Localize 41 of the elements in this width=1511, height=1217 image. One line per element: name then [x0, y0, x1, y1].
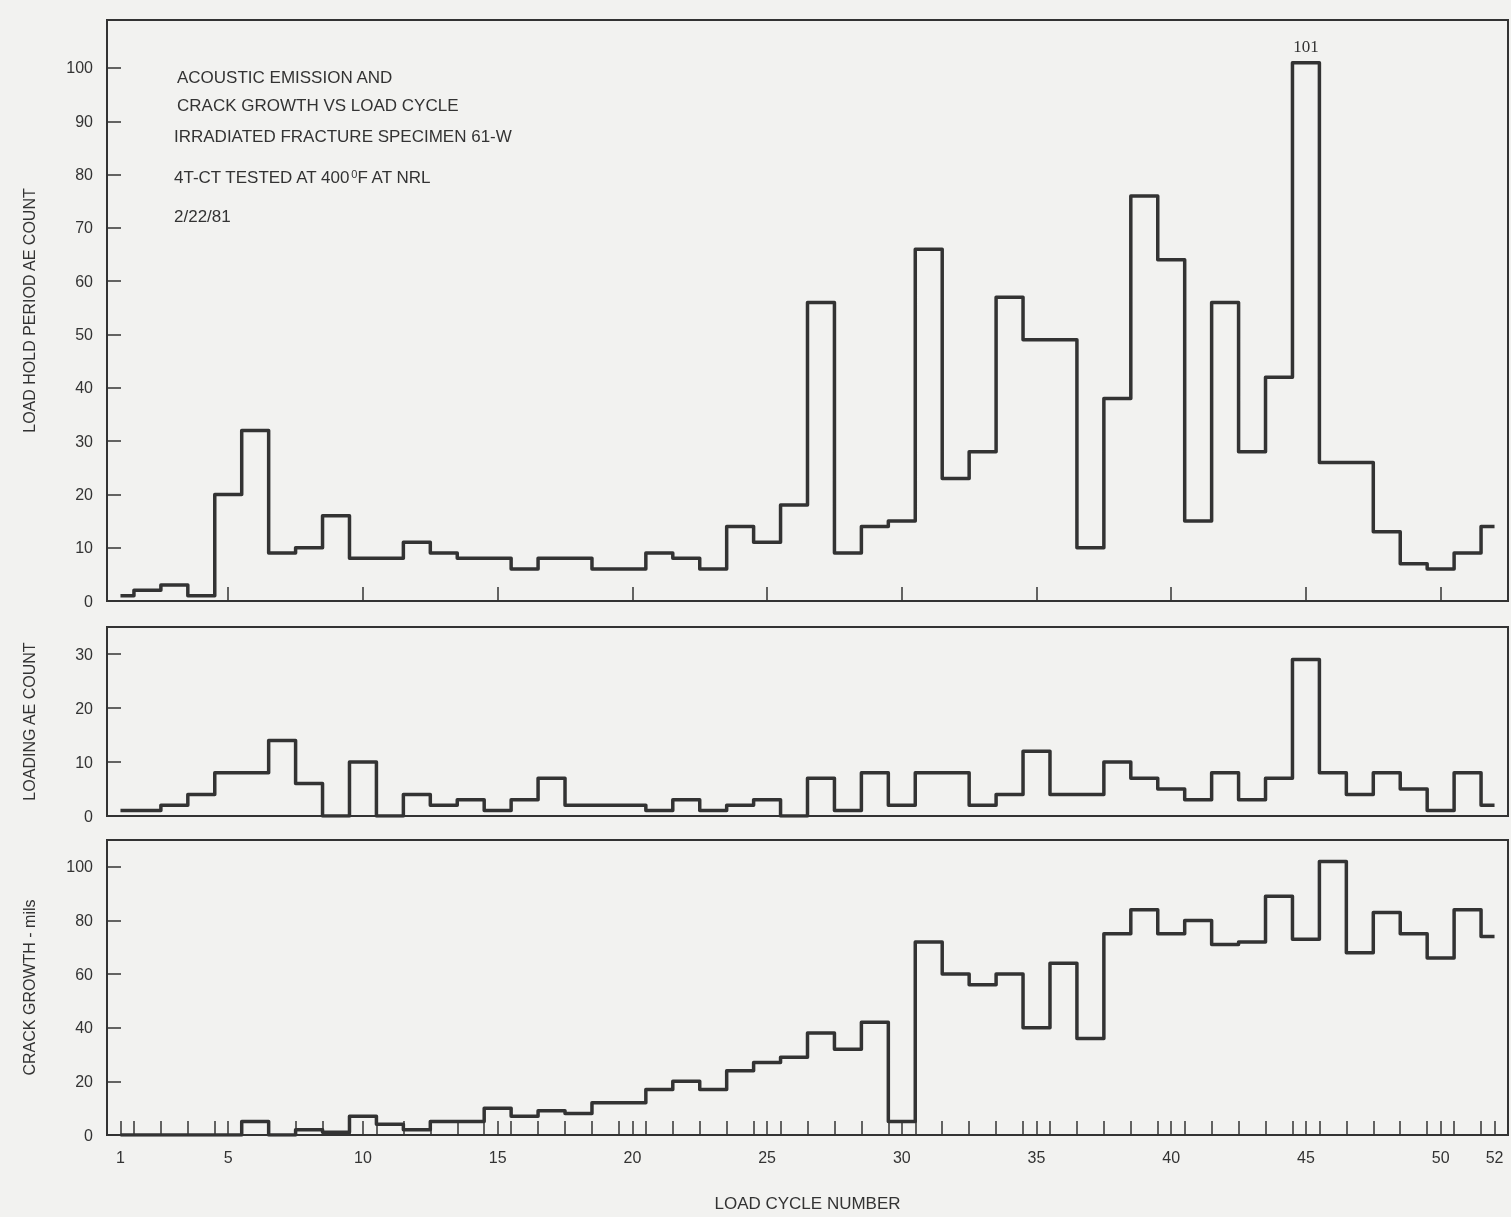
y-axis-title: LOAD HOLD PERIOD AE COUNT	[20, 188, 38, 433]
x-tick-label: 30	[892, 1148, 911, 1166]
x-tick-label: 20	[623, 1148, 642, 1166]
x-tick-label: 45	[1297, 1148, 1315, 1166]
x-tick-label: 5	[223, 1148, 233, 1166]
y-tick-label: 40	[75, 379, 94, 397]
x-tick-label: 10	[354, 1148, 372, 1166]
y-tick-label: 90	[75, 112, 94, 130]
annotation: IRRADIATED FRACTURE SPECIMEN 61-W	[174, 127, 512, 146]
x-tick-label: 35	[1027, 1148, 1046, 1166]
y-tick-label: 20	[75, 1072, 94, 1090]
x-tick-label: 25	[758, 1148, 777, 1166]
y-tick-label: 0	[84, 807, 94, 825]
y-tick-label: 70	[75, 219, 94, 237]
y-tick-label: 80	[75, 911, 94, 929]
data-label: 101	[1293, 36, 1319, 56]
y-axis-title: LOADING AE COUNT	[20, 642, 38, 801]
y-tick-label: 10	[75, 753, 94, 771]
y-tick-label: 100	[66, 858, 94, 876]
y-tick-label: 0	[84, 1126, 94, 1144]
y-tick-label: 80	[75, 166, 94, 184]
y-tick-label: 40	[75, 1019, 94, 1037]
x-axis-title: LOAD CYCLE NUMBER	[714, 1194, 901, 1213]
y-axis-title: CRACK GROWTH - mils	[20, 899, 38, 1076]
x-tick-label: 40	[1162, 1148, 1181, 1166]
y-tick-label: 0	[84, 592, 94, 610]
x-tick-label: 52	[1485, 1148, 1504, 1166]
x-tick-label: 15	[488, 1148, 507, 1166]
y-tick-label: 20	[75, 699, 94, 717]
x-tick-label: 50	[1431, 1148, 1450, 1166]
y-tick-label: 20	[75, 485, 94, 503]
y-tick-label: 10	[75, 539, 94, 557]
y-tick-label: 50	[75, 325, 94, 343]
annotation: 2/22/81	[174, 207, 231, 226]
text: ACOUSTIC EMISSION AND CRACK GROWTH VS LOAD CYCLE	[177, 67, 459, 115]
y-tick-label: 30	[75, 432, 94, 450]
y-tick-label: 60	[75, 272, 94, 290]
y-tick-label: 30	[75, 645, 94, 663]
y-tick-label: 60	[75, 965, 94, 983]
y-tick-label: 100	[66, 59, 94, 77]
x-tick-label: 1	[116, 1148, 126, 1166]
